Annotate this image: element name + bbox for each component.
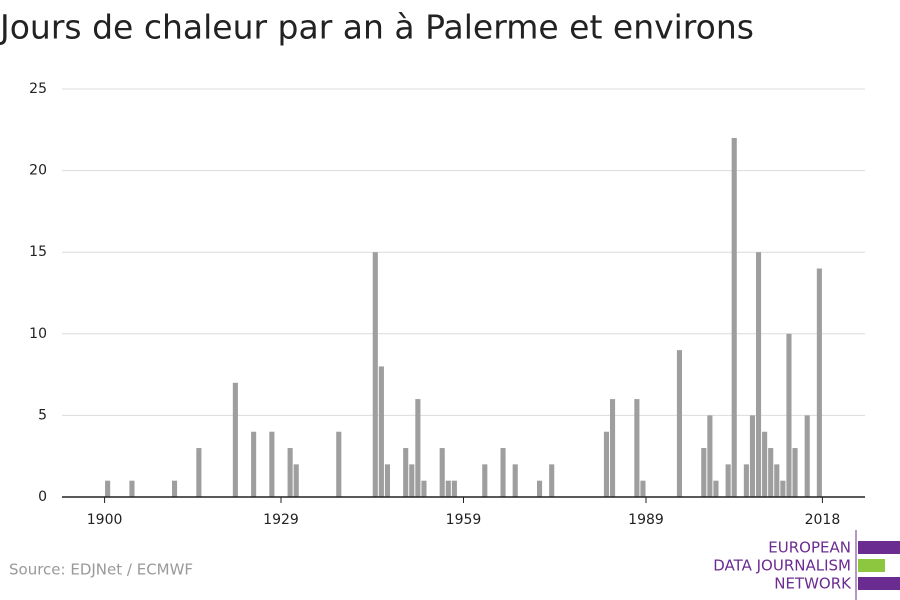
y-tick-label: 25 xyxy=(29,81,47,97)
y-tick-label: 5 xyxy=(38,407,47,423)
y-tick-label: 20 xyxy=(29,163,47,179)
bar xyxy=(768,448,774,497)
bar xyxy=(384,464,391,497)
bar xyxy=(105,480,111,497)
bar xyxy=(171,480,178,497)
bar xyxy=(482,464,488,497)
logo-text: NETWORK xyxy=(774,575,852,593)
bar xyxy=(232,382,238,497)
bar xyxy=(269,431,275,497)
bar xyxy=(512,464,518,497)
bar xyxy=(451,480,457,497)
bar xyxy=(549,464,555,497)
bar xyxy=(786,333,792,497)
bar xyxy=(603,431,610,497)
bar xyxy=(804,415,810,497)
logo-text: DATA JOURNALISM xyxy=(713,557,851,575)
bar xyxy=(816,268,822,497)
bar xyxy=(409,464,415,497)
logo-bar xyxy=(858,559,885,572)
y-tick-label: 0 xyxy=(38,489,47,505)
bar xyxy=(725,464,731,497)
bar xyxy=(780,480,786,497)
bar xyxy=(445,480,451,497)
chart-title: Jours de chaleur par an à Palerme et env… xyxy=(0,8,754,47)
bar xyxy=(421,480,427,497)
bar xyxy=(792,448,798,497)
bar xyxy=(749,415,756,497)
bar xyxy=(774,464,780,497)
x-tick-label: 1959 xyxy=(446,512,482,528)
bar xyxy=(640,480,646,497)
logo-text: EUROPEAN xyxy=(768,539,851,557)
bar xyxy=(609,399,616,497)
x-tick-label: 1900 xyxy=(87,512,123,528)
y-tick-label: 15 xyxy=(29,244,47,260)
bar xyxy=(701,448,707,497)
bar xyxy=(372,252,378,497)
logo: EUROPEAN DATA JOURNALISM NETWORK xyxy=(713,530,900,600)
bar xyxy=(536,480,543,497)
bar xyxy=(755,252,762,497)
bar xyxy=(500,448,506,497)
bar xyxy=(378,366,384,497)
bar xyxy=(336,431,342,497)
bar xyxy=(251,431,257,497)
bar xyxy=(676,350,683,497)
logo-bar xyxy=(858,577,900,590)
bar xyxy=(415,399,421,497)
bar xyxy=(707,415,713,497)
source: Source: EDJNet / ECMWF xyxy=(9,561,193,579)
bar xyxy=(634,399,640,497)
bar xyxy=(439,448,445,497)
y-tick-label: 10 xyxy=(29,326,47,342)
bar xyxy=(731,137,737,497)
bar xyxy=(762,431,768,497)
bar xyxy=(196,448,202,497)
bar xyxy=(293,464,299,497)
x-tick-label: 2018 xyxy=(805,512,841,528)
bar xyxy=(129,480,135,497)
bar xyxy=(287,448,293,497)
x-tick-label: 1989 xyxy=(628,512,664,528)
bar xyxy=(403,448,409,497)
bar xyxy=(743,464,749,497)
bar xyxy=(713,480,719,497)
logo-bar xyxy=(858,541,900,554)
x-tick-label: 1929 xyxy=(263,512,299,528)
